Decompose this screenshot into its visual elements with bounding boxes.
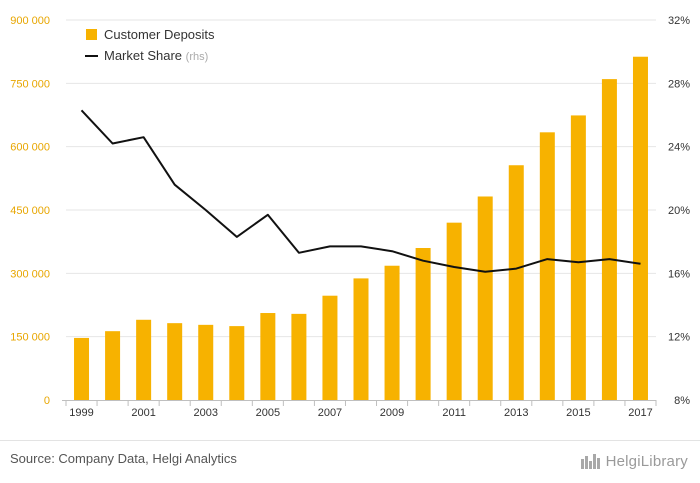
deposits-market-share-chart: 0 150 000 300 000 450 000 600 000 750 000 900 … bbox=[10, 15, 690, 419]
y-left-tick-label: 900 000 bbox=[10, 15, 50, 27]
bar-2017[interactable] bbox=[632, 56, 648, 400]
x-tick-label: 2007 bbox=[318, 407, 342, 419]
legend-label-deposits[interactable]: Customer Deposits bbox=[104, 27, 215, 42]
bar-2002[interactable] bbox=[167, 323, 183, 400]
bar-2010[interactable] bbox=[415, 248, 431, 400]
legend-swatch-deposits bbox=[86, 29, 97, 40]
y-right-tick-label: 12% bbox=[668, 332, 690, 344]
y-right-tick-label: 28% bbox=[668, 78, 690, 90]
market-share-line[interactable] bbox=[80, 109, 641, 273]
footer: Source: Company Data, Helgi Analytics He… bbox=[0, 441, 700, 483]
bar-2015[interactable] bbox=[570, 115, 586, 400]
bar-2005[interactable] bbox=[260, 313, 276, 400]
bar-2006[interactable] bbox=[291, 313, 307, 400]
source-note: Source: Company Data, Helgi Analytics bbox=[10, 451, 237, 466]
x-tick-label: 2015 bbox=[566, 407, 590, 419]
x-tick-label: 2001 bbox=[131, 407, 155, 419]
brand-logo[interactable]: HelgiLibrary bbox=[580, 449, 688, 473]
bar-2003[interactable] bbox=[198, 324, 214, 400]
x-tick-label: 2009 bbox=[380, 407, 404, 419]
bar-2008[interactable] bbox=[353, 278, 369, 400]
y-right-tick-label: 8% bbox=[674, 395, 690, 407]
x-tick-label: 2011 bbox=[442, 407, 466, 419]
legend-label-market-share[interactable]: Market Share (rhs) bbox=[104, 48, 208, 63]
footer-divider bbox=[0, 440, 700, 441]
x-tick-label: 1999 bbox=[69, 407, 93, 419]
y-right-tick-label: 24% bbox=[668, 142, 690, 154]
bar-2013[interactable] bbox=[508, 165, 524, 400]
y-left-tick-label: 150 000 bbox=[10, 332, 50, 344]
chart-area: 0 150 000 300 000 450 000 600 000 750 000 900 … bbox=[10, 15, 690, 419]
bar-2014[interactable] bbox=[539, 132, 555, 401]
y-right-tick-label: 16% bbox=[668, 268, 690, 280]
bar-2007[interactable] bbox=[322, 295, 338, 400]
y-left-tick-label: 750 000 bbox=[10, 78, 50, 90]
y-left-tick-label: 0 bbox=[44, 395, 50, 407]
y-left-tick-label: 600 000 bbox=[10, 142, 50, 154]
y-right-tick-label: 32% bbox=[668, 15, 690, 27]
legend-rhs-suffix: (rhs) bbox=[186, 51, 209, 63]
bar-2011[interactable] bbox=[446, 222, 462, 400]
bar-2000[interactable] bbox=[105, 331, 121, 400]
bar-2004[interactable] bbox=[229, 326, 245, 400]
bar-2009[interactable] bbox=[384, 265, 400, 400]
x-tick-label: 2017 bbox=[628, 407, 652, 419]
bar-2016[interactable] bbox=[601, 79, 617, 400]
bar-1999[interactable] bbox=[74, 337, 90, 400]
x-tick-label: 2003 bbox=[193, 407, 217, 419]
x-tick-label: 2005 bbox=[256, 407, 280, 419]
x-tick-label: 2013 bbox=[504, 407, 528, 419]
y-right-tick-label: 20% bbox=[668, 205, 690, 217]
bar-2001[interactable] bbox=[136, 319, 152, 400]
y-left-tick-label: 450 000 bbox=[10, 205, 50, 217]
brand-name: HelgiLibrary bbox=[605, 452, 688, 470]
y-left-tick-label: 300 000 bbox=[10, 268, 50, 280]
bar-2012[interactable] bbox=[477, 196, 493, 400]
library-icon bbox=[580, 454, 600, 469]
